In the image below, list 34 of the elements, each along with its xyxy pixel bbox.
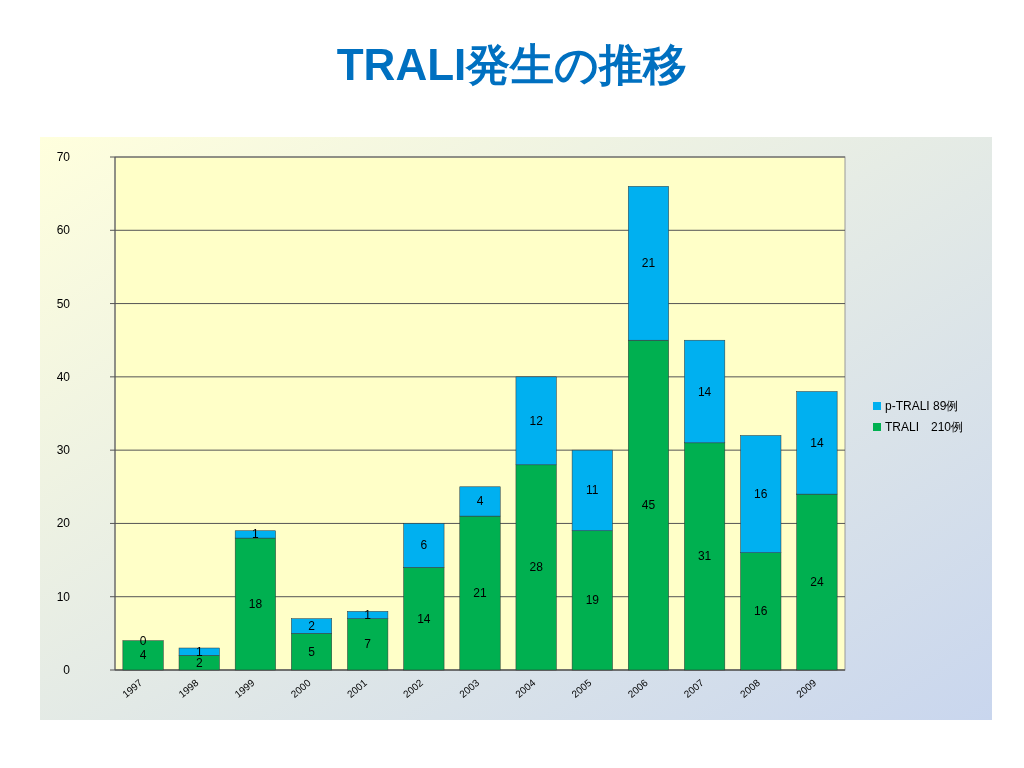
data-label: 21 <box>641 256 656 271</box>
data-label: 16 <box>754 604 768 619</box>
data-label: 7 <box>364 637 372 652</box>
data-label: 2 <box>308 619 316 634</box>
data-label: 5 <box>308 644 316 659</box>
data-label: 4 <box>476 494 484 509</box>
y-tick-label: 70 <box>56 150 71 164</box>
data-label: 31 <box>697 549 712 564</box>
y-tick-label: 40 <box>56 369 71 384</box>
y-tick-label: 10 <box>56 589 71 604</box>
legend-label: p-TRALI 89例 <box>885 399 959 413</box>
data-label: 1 <box>252 527 260 542</box>
data-label: 14 <box>417 611 431 626</box>
data-label: 14 <box>810 435 824 450</box>
y-tick-label: 60 <box>56 223 71 238</box>
data-label: 18 <box>248 597 263 612</box>
data-label: 28 <box>529 560 544 575</box>
data-label: 45 <box>641 498 656 513</box>
data-label: 19 <box>585 593 600 608</box>
data-label: 16 <box>754 487 768 502</box>
data-label: 6 <box>420 538 428 553</box>
y-tick-label: 20 <box>56 516 71 531</box>
y-tick-label: 50 <box>56 296 71 311</box>
data-label: 11 <box>586 483 599 498</box>
data-label: 1 <box>364 608 372 623</box>
data-label: 21 <box>473 586 487 601</box>
data-label: 12 <box>529 413 544 428</box>
legend-label: TRALI 210例 <box>885 420 964 434</box>
y-tick-label: 30 <box>56 443 71 458</box>
y-tick-label: 0 <box>63 663 71 677</box>
chart-title: TRALI発生の推移 <box>336 40 688 89</box>
data-label: 24 <box>810 575 824 590</box>
data-label: 4 <box>139 648 147 663</box>
data-label: 14 <box>697 384 712 399</box>
